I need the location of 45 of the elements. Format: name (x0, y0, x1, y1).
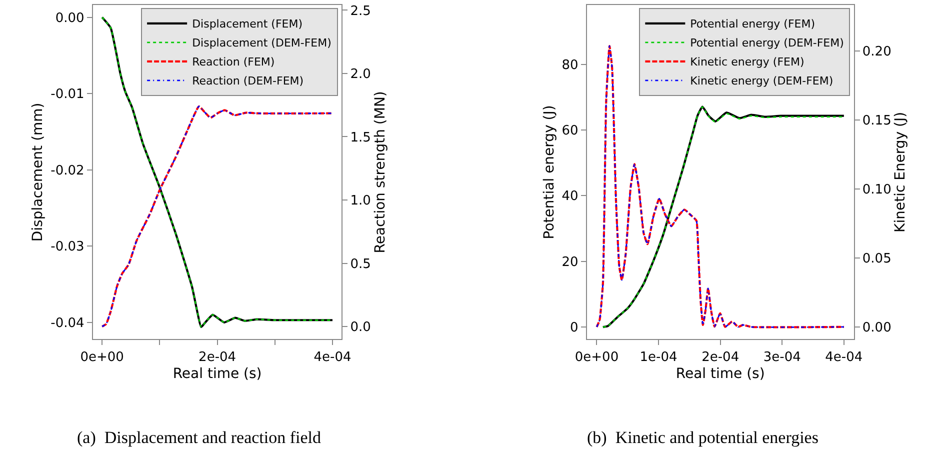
legend-label: Reaction (DEM-FEM) (192, 74, 304, 88)
text: (b) Kinetic and potential energies (587, 428, 818, 447)
y-tick-label: 0.00 (55, 10, 84, 26)
y-tick-label: 60 (562, 124, 578, 139)
y2-tick-label: 2.5 (350, 4, 371, 19)
x-tick-label: 1e-04 (640, 350, 678, 365)
x-tick-label: 3e-04 (763, 350, 801, 365)
legend-label: Potential energy (DEM-FEM) (690, 36, 844, 50)
y-tick-label: -0.01 (50, 87, 84, 102)
legend-label: Potential energy (FEM) (690, 18, 816, 31)
y-tick-label: 40 (562, 189, 578, 204)
legend-label: Reaction (FEM) (192, 56, 275, 69)
x-tick-label: 0e+00 (574, 350, 619, 365)
y-tick-label: -0.02 (50, 163, 84, 178)
y2-axis-title: Reaction strength (MN) (372, 91, 388, 254)
x-tick-label: 0e+00 (80, 350, 124, 365)
y-tick-label: -0.03 (50, 240, 84, 255)
x-tick-label: 2e-04 (702, 350, 740, 365)
y-tick-label: 20 (562, 254, 578, 270)
y2-tick-label: 0.0 (350, 320, 371, 336)
x-tick-label: 4e-04 (825, 350, 863, 365)
y-tick-label: 80 (562, 58, 578, 73)
y2-axis-title: Kinetic Energy (J) (892, 112, 909, 232)
y2-tick-label: 0.20 (862, 44, 892, 60)
y2-tick-label: 1.0 (350, 194, 371, 209)
y2-tick-label: 0.5 (350, 256, 371, 272)
y2-tick-label: 0.15 (862, 114, 892, 128)
legend-label: Displacement (FEM) (192, 18, 303, 31)
y-axis-title: Displacement (mm) (30, 102, 46, 242)
legend-label: Kinetic energy (DEM-FEM) (690, 74, 834, 88)
x-tick-label: 2e-04 (198, 350, 236, 365)
x-axis-title: Real time (s) (172, 366, 262, 382)
x-tick-label: 4e-04 (314, 350, 352, 365)
text: (a) Displacement and reaction field (77, 428, 322, 447)
y2-tick-label: 0.00 (862, 320, 892, 336)
y-tick-label: -0.04 (50, 316, 84, 331)
legend-label: Kinetic energy (FEM) (690, 56, 804, 69)
y-axis-title: Potential energy (J) (541, 105, 558, 240)
y-tick-label: 0 (570, 320, 578, 336)
y2-tick-label: 2.0 (350, 67, 371, 82)
y2-tick-label: 1.5 (350, 130, 371, 146)
x-axis-title: Real time (s) (676, 366, 765, 382)
legend-label: Displacement (DEM-FEM) (192, 36, 332, 50)
y2-tick-label: 0.05 (862, 251, 892, 266)
y2-tick-label: 0.10 (862, 182, 892, 198)
